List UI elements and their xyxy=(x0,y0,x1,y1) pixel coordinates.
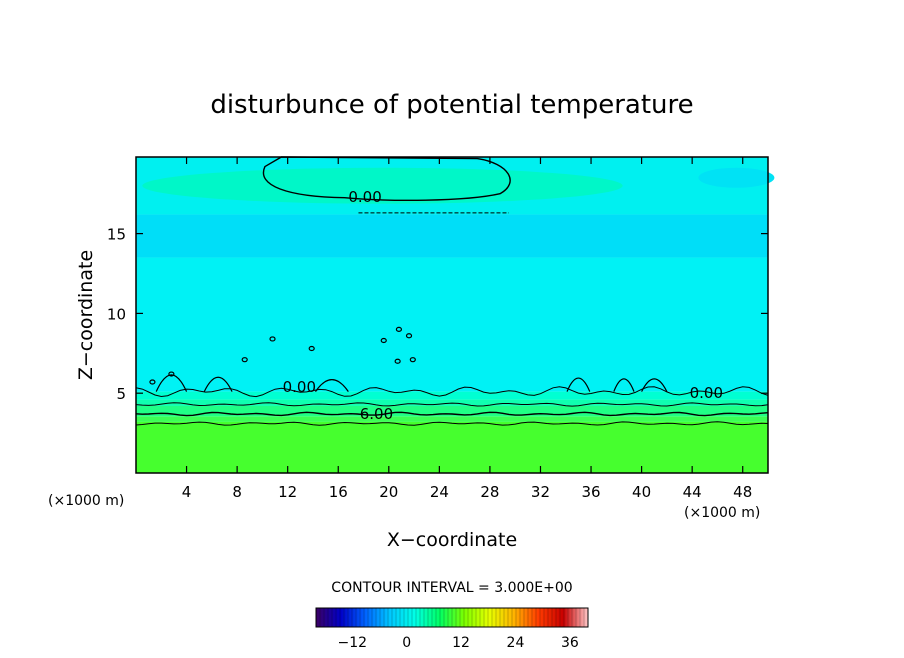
contour-island-4 xyxy=(308,345,315,352)
y-tick-label-2: 15 xyxy=(107,226,126,244)
x-tick-label-9: 40 xyxy=(632,483,651,501)
field-patch-upper xyxy=(142,167,623,204)
contour-island-1 xyxy=(168,371,175,377)
colorbar-tick-label-3: 24 xyxy=(507,635,525,651)
field-band-6 xyxy=(136,214,768,258)
contour-island-0 xyxy=(149,379,156,385)
colorbar-tick-label-1: 0 xyxy=(402,635,411,651)
chart-title: disturbunce of potential temperature xyxy=(210,90,693,120)
x-tick-label-0: 4 xyxy=(182,483,192,501)
colorbar-tick-label-0: −12 xyxy=(337,635,367,651)
x-tick-label-3: 16 xyxy=(329,483,348,501)
colorbar-ticks: −12 0 12 24 36 xyxy=(337,635,578,651)
field-band-4 xyxy=(136,391,768,400)
contour-island-9 xyxy=(409,357,416,363)
y-axis-unit: (×1000 m) xyxy=(48,493,124,509)
contour-island-6 xyxy=(395,326,403,332)
y-tick-label-1: 10 xyxy=(107,305,126,323)
contour-island-3 xyxy=(269,336,276,342)
contour-bump-3 xyxy=(566,377,591,392)
contour-island-2 xyxy=(241,357,248,363)
x-tick-label-7: 32 xyxy=(531,483,550,501)
contour-bump-1 xyxy=(203,376,233,392)
y-axis-ticks: 5 10 15 xyxy=(107,226,768,403)
field-patch-right xyxy=(698,167,775,188)
colorbar-tick-label-2: 12 xyxy=(452,635,470,651)
x-axis-unit: (×1000 m) xyxy=(684,505,760,521)
contour-3 xyxy=(135,411,769,417)
contour-4 xyxy=(135,421,769,426)
colorbar-fill xyxy=(315,607,589,628)
field-band-5 xyxy=(136,257,768,392)
colorbar-tick-label-4: 36 xyxy=(561,635,579,651)
contour-label-0: 0.00 xyxy=(348,188,381,206)
contour-lines xyxy=(135,156,769,426)
contour-label-2: 0.00 xyxy=(690,384,723,402)
contour-label-1: 0.00 xyxy=(283,378,316,396)
contour-interval-label: CONTOUR INTERVAL = 3.000E+00 xyxy=(331,580,572,596)
contour-1 xyxy=(135,386,769,398)
x-tick-label-4: 20 xyxy=(379,483,398,501)
field-band-1 xyxy=(136,416,768,422)
x-tick-label-8: 36 xyxy=(581,483,600,501)
field-band-2 xyxy=(136,405,768,417)
contour-bump-4 xyxy=(613,378,635,392)
field-band-0 xyxy=(136,421,768,473)
y-tick-label-0: 5 xyxy=(116,385,126,403)
contour-labels: 0.00 0.00 0.00 6.00 xyxy=(283,188,723,423)
contour-bump-2 xyxy=(314,379,349,392)
x-tick-label-5: 24 xyxy=(430,483,449,501)
x-tick-label-1: 8 xyxy=(232,483,242,501)
x-tick-label-6: 28 xyxy=(480,483,499,501)
plot-frame xyxy=(135,156,769,474)
contour-label-3: 6.00 xyxy=(360,405,393,423)
field-fill xyxy=(136,157,775,473)
contour-2 xyxy=(135,402,769,407)
contour-0 xyxy=(262,156,511,202)
x-tick-label-11: 48 xyxy=(733,483,752,501)
x-tick-label-2: 12 xyxy=(278,483,297,501)
contour-bump-0 xyxy=(155,374,188,392)
contour-island-8 xyxy=(394,358,401,364)
x-tick-label-10: 44 xyxy=(683,483,702,501)
contour-bump-5 xyxy=(641,378,668,392)
contour-island-7 xyxy=(405,333,413,339)
y-axis-label: Z−coordinate xyxy=(75,250,97,380)
contour-island-5 xyxy=(380,337,387,344)
x-axis-ticks: 4 8 12 16 20 24 28 32 36 40 44 48 xyxy=(182,157,752,501)
colorbar xyxy=(315,607,589,628)
x-axis-label: X−coordinate xyxy=(387,529,517,551)
